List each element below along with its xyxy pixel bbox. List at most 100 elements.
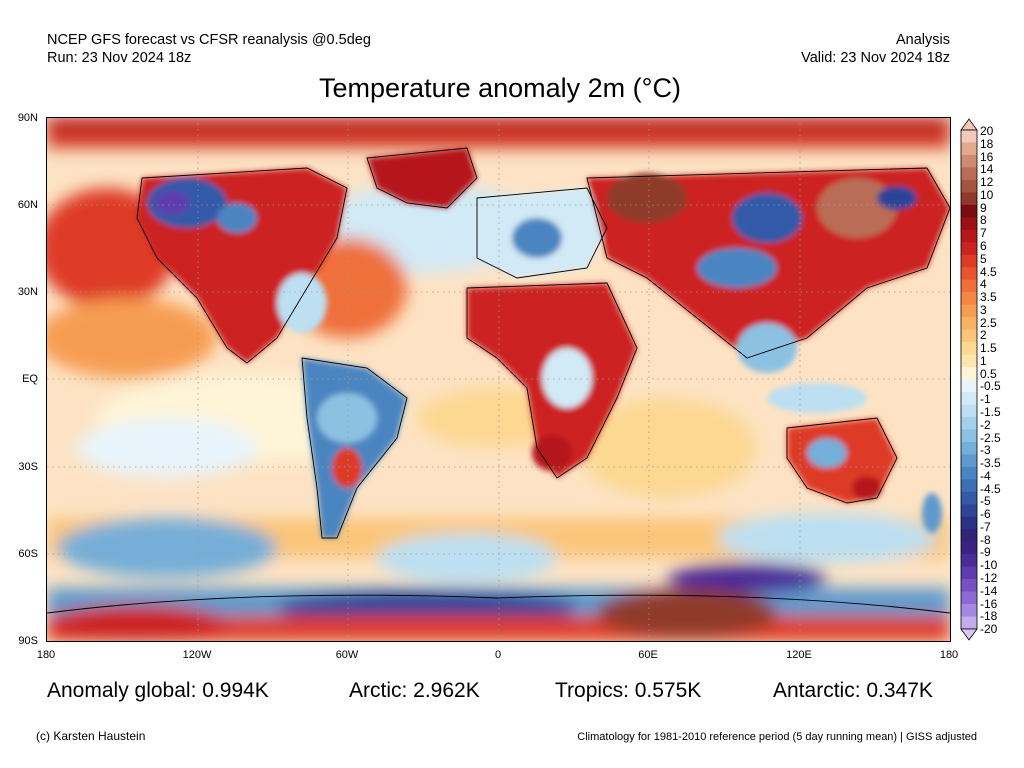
colorbar-label: 5 (980, 251, 987, 266)
stats-row: Anomaly global: 0.994K Arctic: 2.962K Tr… (0, 679, 1024, 707)
colorbar-swatch (961, 504, 977, 518)
colorbar-label: -4.5 (980, 481, 1001, 496)
header-left: NCEP GFS forecast vs CFSR reanalysis @0.… (47, 31, 371, 67)
lat-label-30n: 30N (17, 286, 38, 298)
lon-label-60w: 60W (335, 649, 359, 661)
colorbar-label: 14 (980, 162, 994, 177)
colorbar-label: 0.5 (980, 366, 997, 381)
stat-global: Anomaly global: 0.994K (47, 679, 269, 702)
colorbar-swatch (961, 179, 977, 193)
colorbar-label: -6 (980, 507, 991, 522)
colorbar-top-triangle (960, 118, 978, 131)
colorbar-label: 4 (980, 277, 987, 292)
colorbar-label: 6 (980, 238, 987, 253)
stat-tropics: Tropics: 0.575K (555, 679, 702, 702)
colorbar-label: 4.5 (980, 264, 997, 279)
colorbar-swatch (961, 342, 977, 355)
colorbar-label: -5 (980, 494, 991, 509)
colorbar-swatch (961, 466, 977, 480)
colorbar-swatch (961, 130, 977, 143)
colorbar-swatch (961, 292, 977, 305)
colorbar-label: -1 (980, 392, 991, 407)
colorbar-label: -8 (980, 532, 991, 547)
colorbar-swatch (961, 229, 977, 243)
colorbar-swatch (961, 192, 977, 206)
colorbar-swatch (961, 554, 977, 567)
colorbar-swatch (961, 479, 977, 493)
colorbar-swatch (961, 429, 977, 443)
colorbar-swatch (961, 154, 977, 168)
colorbar-swatch (961, 404, 977, 418)
colorbar-swatch (961, 529, 977, 542)
lon-label-60e: 60E (638, 649, 658, 661)
colorbar-swatch (961, 304, 977, 318)
colorbar-swatch (961, 516, 977, 530)
colorbar-swatch (961, 379, 977, 393)
colorbar-label: -1.5 (980, 404, 1001, 419)
colorbar-label: 1.5 (980, 341, 997, 356)
colorbar-label: -18 (980, 609, 998, 624)
anomaly-map-svg (47, 118, 950, 641)
colorbar-label: -4 (980, 468, 991, 483)
colorbar-label: 10 (980, 187, 994, 202)
colorbar-label: -2.5 (980, 430, 1001, 445)
stat-antarctic: Antarctic: 0.347K (773, 679, 933, 702)
colorbar-label: 7 (980, 226, 987, 241)
colorbar-label: -20 (980, 622, 998, 636)
lon-label-180e: 180 (939, 649, 959, 661)
colorbar-label: -14 (980, 583, 998, 598)
lat-label-60s: 60S (18, 548, 38, 560)
colorbar-label: -0.5 (980, 379, 1001, 394)
colorbar-label: -16 (980, 596, 998, 611)
colorbar-swatch (961, 454, 977, 468)
lat-label-90s: 90S (18, 635, 38, 647)
analysis-label: Analysis (896, 32, 950, 48)
colorbar-swatch (961, 441, 977, 455)
lat-label-eq: EQ (22, 373, 38, 385)
colorbar-label: -3.5 (980, 456, 1001, 470)
colorbar-swatch (961, 391, 977, 405)
colorbar-swatch (961, 242, 977, 256)
colorbar-swatch (961, 541, 977, 555)
colorbar-swatch (961, 367, 977, 380)
colorbar-label: -9 (980, 545, 991, 560)
stat-arctic: Arctic: 2.962K (349, 679, 480, 702)
colorbar-label: 9 (980, 200, 987, 215)
run-time: Run: 23 Nov 2024 18z (47, 50, 192, 66)
colorbar-label: 20 (980, 124, 994, 138)
colorbar-swatch (961, 329, 977, 343)
colorbar-label: 12 (980, 175, 994, 190)
colorbar-swatch (961, 167, 977, 181)
coastlines (47, 147, 950, 614)
lat-label-90n: 90N (17, 112, 38, 124)
colorbar-label: 1 (980, 353, 987, 368)
colorbar-swatch (961, 142, 977, 156)
colorbar-swatch (961, 204, 977, 218)
colorbar-swatch (961, 354, 977, 368)
colorbar-swatch (961, 566, 977, 580)
lat-label-60n: 60N (17, 199, 38, 211)
colorbar-label: 2.5 (980, 315, 997, 330)
lon-label-180w: 180 (36, 649, 56, 661)
colorbar-label: 16 (980, 149, 994, 164)
valid-time: Valid: 23 Nov 2024 18z (801, 50, 950, 66)
colorbar-label: 18 (980, 136, 994, 151)
colorbar-label: -7 (980, 519, 991, 534)
colorbar-bottom-triangle (960, 628, 978, 641)
credit: (c) Karsten Haustein (36, 729, 146, 743)
colorbar-swatch (961, 416, 977, 430)
colorbar-label: -12 (980, 570, 998, 585)
colorbar-swatch (961, 267, 977, 280)
colorbar-label: 3 (980, 302, 987, 317)
colorbar-swatch (961, 217, 977, 231)
lon-label-120e: 120E (786, 649, 812, 661)
colorbar-label: -10 (980, 558, 998, 573)
colorbar-swatch (961, 317, 977, 330)
lon-label-0: 0 (494, 649, 502, 661)
anomaly-map (46, 117, 951, 642)
colorbar-swatch (961, 491, 977, 505)
colorbar-swatches (960, 129, 978, 630)
colorbar-label: 8 (980, 213, 987, 228)
colorbar-label: -2 (980, 417, 991, 432)
climatology-note: Climatology for 1981-2010 reference peri… (577, 731, 977, 743)
